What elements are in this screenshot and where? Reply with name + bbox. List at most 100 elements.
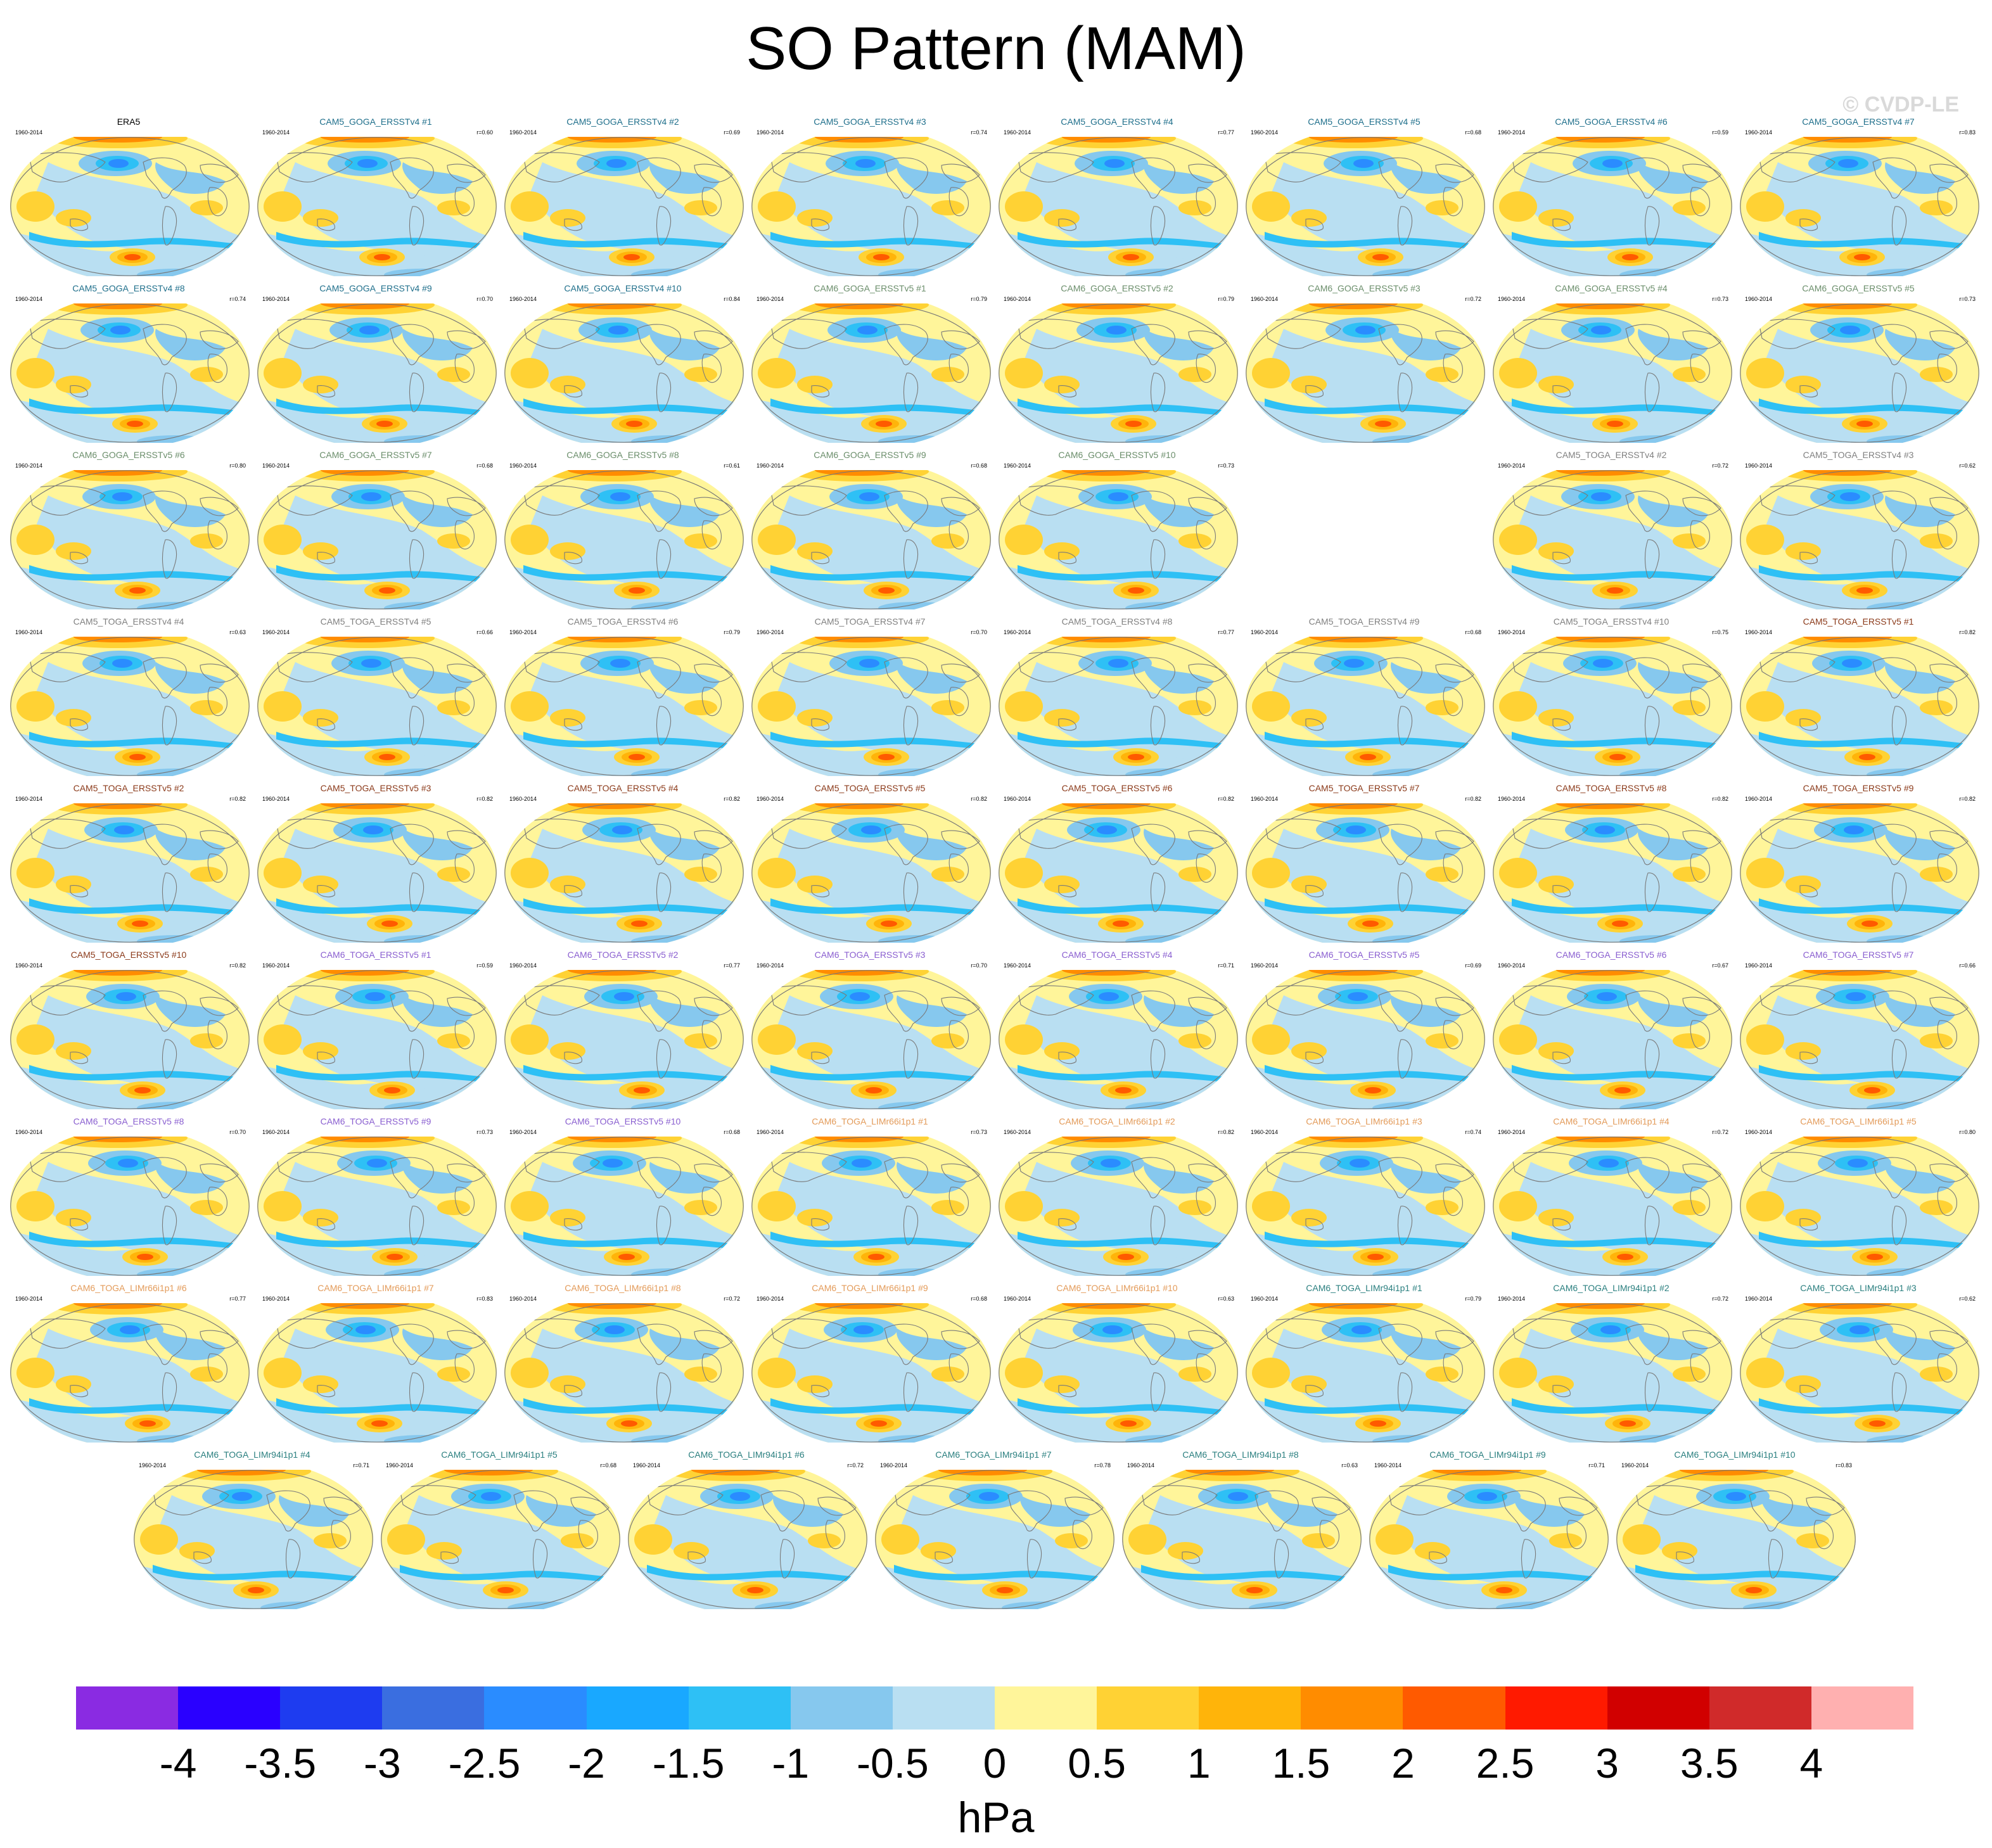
map-panel: CAM5_GOGA_ERSSTv4 #9 1960-2014 r=0.70 <box>252 281 499 445</box>
globe-map <box>10 303 250 443</box>
panel-years: 1960-2014 <box>262 296 290 302</box>
panel-years: 1960-2014 <box>509 962 537 969</box>
panel-correlation: r=0.61 <box>724 462 740 469</box>
panel-years: 1960-2014 <box>1251 629 1279 635</box>
panel-correlation: r=0.62 <box>1959 462 1976 469</box>
panel-years: 1960-2014 <box>1745 962 1773 969</box>
globe-map <box>1246 1303 1485 1443</box>
map-panel: CAM5_TOGA_ERSSTv4 #10 1960-2014 r=0.75 <box>1488 614 1735 779</box>
colorbar-swatch <box>688 1686 791 1730</box>
globe-map <box>134 1470 373 1609</box>
globe-map <box>10 1303 250 1443</box>
panel-title: CAM5_TOGA_ERSSTv4 #8 <box>1061 616 1173 627</box>
globe-map <box>999 637 1238 776</box>
panel-years: 1960-2014 <box>1498 796 1526 802</box>
panel-correlation: r=0.68 <box>600 1462 616 1469</box>
globe-map <box>751 1303 991 1443</box>
globe-map <box>257 303 497 443</box>
map-panel: CAM6_TOGA_LIMr94i1p1 #1 1960-2014 r=0.79 <box>1241 1280 1488 1445</box>
panel-title: CAM6_GOGA_ERSSTv5 #6 <box>72 450 185 460</box>
panel-correlation: r=0.82 <box>1218 796 1234 802</box>
panel-years: 1960-2014 <box>262 462 290 469</box>
map-panel: CAM6_TOGA_ERSSTv5 #1 1960-2014 r=0.59 <box>252 947 499 1112</box>
panel-years: 1960-2014 <box>757 796 784 802</box>
panel-title: CAM6_TOGA_ERSSTv5 #10 <box>565 1116 681 1126</box>
globe-map <box>1740 470 1979 609</box>
map-panel-grid: ERA5 1960-2014 CAM5_GOGA_ERSSTv4 #1 1960-20… <box>0 114 1992 1647</box>
globe-map <box>999 1303 1238 1443</box>
globe-map <box>10 1137 250 1276</box>
panel-title: CAM6_TOGA_LIMr66i1p1 #3 <box>1306 1116 1422 1126</box>
panel-correlation: r=0.82 <box>724 796 740 802</box>
globe-map <box>751 470 991 609</box>
panel-title: CAM5_TOGA_ERSSTv5 #9 <box>1803 783 1914 793</box>
panel-correlation: r=0.79 <box>971 296 987 302</box>
colorbar-tick-label: 2.5 <box>1476 1740 1535 1787</box>
panel-correlation: r=0.79 <box>724 629 740 635</box>
colorbar-swatch <box>382 1686 485 1730</box>
panel-years: 1960-2014 <box>1251 296 1279 302</box>
colorbar-swatch <box>178 1686 281 1730</box>
map-panel: CAM6_TOGA_LIMr66i1p1 #1 1960-2014 r=0.73 <box>746 1114 993 1278</box>
panel-correlation: r=0.82 <box>1712 796 1728 802</box>
panel-correlation: r=0.73 <box>1959 296 1976 302</box>
panel-years: 1960-2014 <box>15 296 43 302</box>
panel-correlation: r=0.82 <box>229 962 246 969</box>
globe-map <box>504 970 744 1109</box>
panel-correlation: r=0.66 <box>476 629 493 635</box>
colorbar-swatch <box>484 1686 587 1730</box>
panel-years: 1960-2014 <box>1004 962 1031 969</box>
panel-years: 1960-2014 <box>509 296 537 302</box>
map-panel: CAM6_TOGA_ERSSTv5 #7 1960-2014 r=0.66 <box>1735 947 1982 1112</box>
panel-correlation: r=0.73 <box>1218 462 1234 469</box>
panel-years: 1960-2014 <box>757 962 784 969</box>
globe-map <box>1740 637 1979 776</box>
globe-map <box>1122 1470 1362 1609</box>
colorbar-swatch <box>1301 1686 1403 1730</box>
panel-correlation: r=0.72 <box>1465 296 1481 302</box>
panel-title: CAM6_GOGA_ERSSTv5 #8 <box>566 450 679 460</box>
panel-correlation: r=0.67 <box>1712 962 1728 969</box>
panel-correlation: r=0.66 <box>1959 962 1976 969</box>
colorbar-tick-label: 3.5 <box>1680 1740 1739 1787</box>
panel-correlation: r=0.62 <box>1959 1296 1976 1302</box>
panel-years: 1960-2014 <box>509 629 537 635</box>
globe-map <box>751 803 991 943</box>
panel-title: CAM6_TOGA_LIMr94i1p1 #8 <box>1182 1450 1299 1460</box>
globe-map <box>1246 137 1485 276</box>
page-title: SO Pattern (MAM) <box>746 15 1246 82</box>
panel-title: CAM5_TOGA_ERSSTv5 #8 <box>1555 783 1667 793</box>
colorbar-tick-label: -4 <box>159 1740 197 1787</box>
globe-map <box>999 1137 1238 1276</box>
map-panel: CAM6_TOGA_ERSSTv5 #3 1960-2014 r=0.70 <box>746 947 993 1112</box>
panel-title: CAM5_TOGA_ERSSTv4 #2 <box>1555 450 1667 460</box>
globe-map <box>1740 803 1979 943</box>
panel-title: CAM5_GOGA_ERSSTv4 #5 <box>1308 117 1421 127</box>
copyright-notice: © CVDP-LE <box>1842 92 1959 117</box>
map-panel: CAM6_TOGA_LIMr66i1p1 #6 1960-2014 r=0.77 <box>5 1280 252 1445</box>
map-panel: CAM6_TOGA_LIMr94i1p1 #9 1960-2014 r=0.71 <box>1364 1447 1611 1612</box>
panel-correlation: r=0.79 <box>1218 296 1234 302</box>
panel-correlation: r=0.83 <box>1959 129 1976 136</box>
map-panel: CAM6_TOGA_LIMr66i1p1 #9 1960-2014 r=0.68 <box>746 1280 993 1445</box>
colorbar-swatch <box>1403 1686 1506 1730</box>
colorbar-swatch <box>1607 1686 1710 1730</box>
panel-correlation: r=0.68 <box>971 1296 987 1302</box>
map-panel: CAM6_TOGA_LIMr94i1p1 #4 1960-2014 r=0.71 <box>129 1447 376 1612</box>
panel-years: 1960-2014 <box>509 1129 537 1135</box>
panel-correlation: r=0.80 <box>1959 1129 1976 1135</box>
map-panel: CAM5_GOGA_ERSSTv4 #8 1960-2014 r=0.74 <box>5 281 252 445</box>
globe-map <box>1493 1303 1732 1443</box>
panel-title: CAM6_TOGA_LIMr66i1p1 #4 <box>1553 1116 1670 1126</box>
map-panel: CAM5_TOGA_ERSSTv5 #2 1960-2014 r=0.82 <box>5 781 252 945</box>
colorbar-swatch <box>76 1686 179 1730</box>
panel-years: 1960-2014 <box>757 129 784 136</box>
panel-years: 1960-2014 <box>1745 629 1773 635</box>
globe-map <box>1246 637 1485 776</box>
panel-correlation: r=0.82 <box>1959 796 1976 802</box>
panel-title: CAM5_GOGA_ERSSTv4 #3 <box>814 117 926 127</box>
panel-title: CAM5_TOGA_ERSSTv5 #10 <box>70 950 187 960</box>
globe-map <box>751 1137 991 1276</box>
map-panel: CAM5_GOGA_ERSSTv4 #2 1960-2014 r=0.69 <box>499 114 746 279</box>
panel-correlation: r=0.77 <box>724 962 740 969</box>
